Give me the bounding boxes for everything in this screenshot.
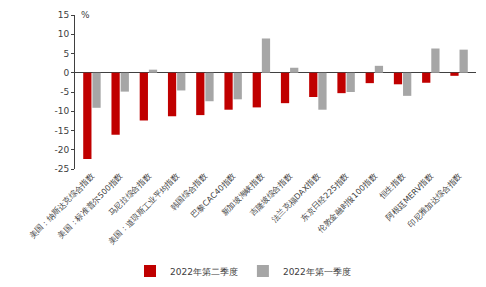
svg-text:-10: -10 bbox=[54, 106, 69, 116]
svg-text:2022年第二季度: 2022年第二季度 bbox=[170, 267, 238, 277]
svg-text:印尼雅加达综合指数: 印尼雅加达综合指数 bbox=[406, 172, 463, 229]
svg-text:马尼拉综合指数: 马尼拉综合指数 bbox=[107, 172, 153, 218]
svg-text:美国：纳斯达克综合指数: 美国：纳斯达克综合指数 bbox=[28, 172, 97, 241]
svg-text:10: 10 bbox=[58, 29, 70, 39]
svg-text:伦敦金融时报100指数: 伦敦金融时报100指数 bbox=[316, 172, 378, 234]
svg-text:东京日经225指数: 东京日经225指数 bbox=[299, 172, 350, 223]
svg-text:5: 5 bbox=[63, 49, 69, 59]
svg-text:美国：道琼斯工业平均指数: 美国：道琼斯工业平均指数 bbox=[107, 172, 181, 246]
svg-text:美国：标准普尔500指数: 美国：标准普尔500指数 bbox=[56, 172, 124, 240]
svg-text:-25: -25 bbox=[54, 164, 69, 174]
svg-text:0: 0 bbox=[63, 68, 69, 78]
svg-text:恒生指数: 恒生指数 bbox=[377, 172, 407, 202]
svg-text:韩国综合指数: 韩国综合指数 bbox=[169, 172, 209, 212]
svg-text:新加坡海峡指数: 新加坡海峡指数 bbox=[220, 172, 266, 218]
svg-text:15: 15 bbox=[58, 10, 69, 20]
svg-text:-15: -15 bbox=[54, 126, 69, 136]
svg-text:巴黎CAC40指数: 巴黎CAC40指数 bbox=[190, 172, 238, 220]
svg-text:阿根廷MERV指数: 阿根廷MERV指数 bbox=[384, 172, 435, 223]
svg-text:-5: -5 bbox=[60, 87, 69, 97]
svg-text:法兰克福DAX指数: 法兰克福DAX指数 bbox=[270, 172, 322, 224]
svg-text:2022年第一季度: 2022年第一季度 bbox=[283, 267, 351, 277]
svg-text:%: % bbox=[81, 10, 90, 20]
svg-text:吉隆坡综合指数: 吉隆坡综合指数 bbox=[248, 172, 294, 218]
svg-text:-20: -20 bbox=[54, 145, 69, 155]
